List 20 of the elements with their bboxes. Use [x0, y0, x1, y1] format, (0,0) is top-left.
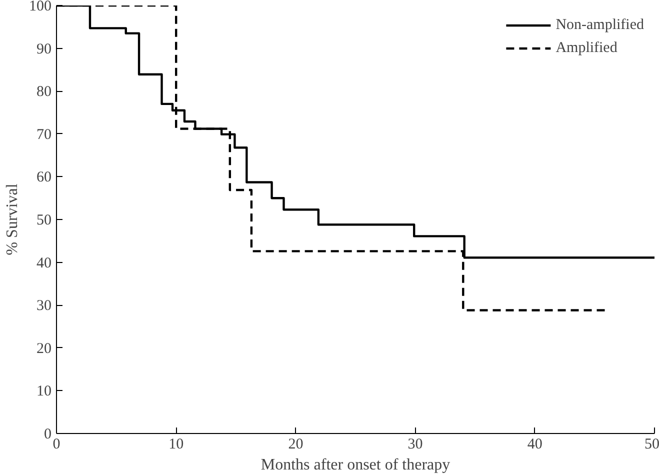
y-tick-label: 0 [44, 426, 52, 442]
y-tick-label: 100 [29, 0, 52, 14]
x-tick-label: 20 [288, 436, 304, 452]
y-tick-label: 10 [36, 384, 52, 400]
x-tick-label: 50 [644, 436, 659, 452]
x-tick-label: 10 [168, 436, 184, 452]
y-tick-label: 70 [36, 126, 52, 143]
y-tick-label: 80 [36, 84, 52, 100]
y-tick-label: 20 [36, 340, 52, 357]
x-axis-title: Months after onset of therapy [260, 456, 450, 474]
y-axis-title: % Survival [4, 183, 21, 256]
legend-label: Amplified [556, 40, 618, 56]
legend-label: Non-amplified [556, 16, 644, 34]
x-tick-label: 40 [527, 436, 542, 452]
y-tick-label: 30 [36, 298, 52, 314]
y-tick-label: 90 [36, 41, 52, 58]
x-tick-label: 30 [408, 436, 423, 452]
y-tick-label: 60 [36, 170, 52, 186]
y-tick-label: 40 [36, 255, 52, 272]
y-tick-label: 50 [36, 212, 52, 228]
